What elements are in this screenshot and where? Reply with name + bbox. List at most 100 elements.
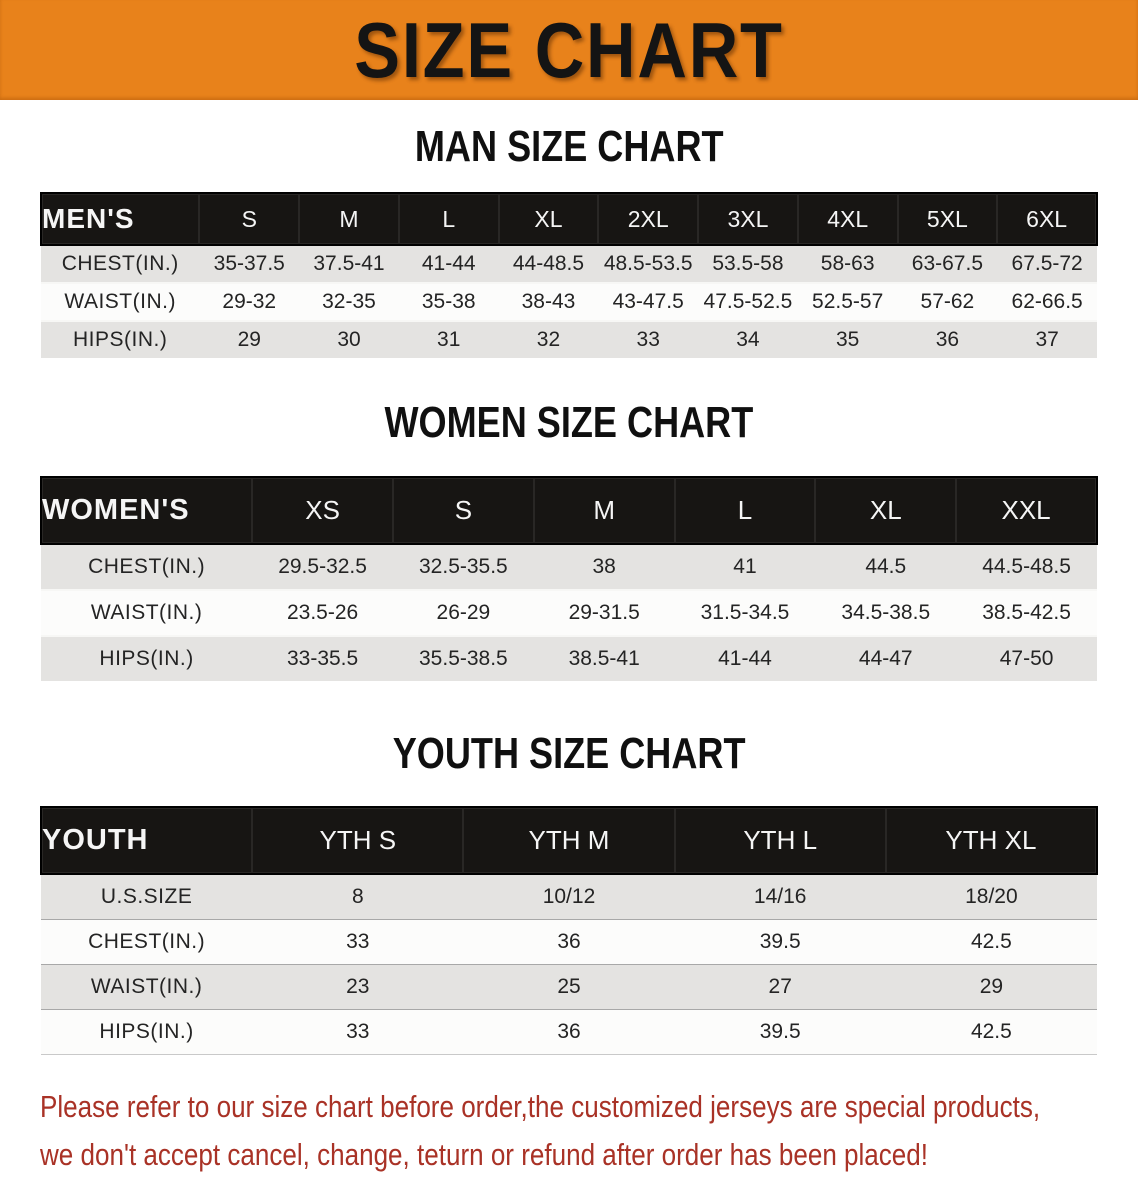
size-value-cell: 36 (935, 328, 960, 352)
size-value-cell: 53.5-58 (712, 252, 784, 276)
row-label: CHEST(IN.) (88, 555, 206, 579)
size-value-cell: 18/20 (965, 884, 1018, 908)
size-value-cell: 32-35 (322, 290, 376, 314)
size-value-cell: 36 (557, 1019, 581, 1043)
size-column-header: XXL (956, 476, 1098, 546)
size-value-cell: 57-62 (920, 290, 975, 314)
size-column-header: L (398, 192, 499, 247)
banner-title: SIZE CHART (354, 6, 784, 94)
size-value-cell: 38.5-42.5 (982, 601, 1071, 625)
size-value-cell: 26-29 (436, 601, 491, 625)
size-value-cell: 63-67.5 (911, 252, 984, 276)
size-column-header: 6XL (997, 192, 1098, 247)
size-value-cell: 37.5-41 (313, 252, 385, 276)
table-row: CHEST(IN.) 29.5-32.5 32.5-35.5 38 41 44.5 44.5… (41, 544, 1097, 591)
size-value-cell: 33 (346, 1019, 370, 1043)
size-value-cell: 39.5 (759, 929, 801, 953)
size-column-header: YTH XL (885, 805, 1099, 875)
section-title-text: YOUTH SIZE CHART (392, 729, 746, 779)
size-value-cell: 32.5-35.5 (419, 555, 508, 579)
size-value-cell: 31 (437, 328, 461, 352)
table-header-row: YOUTH YTH S YTH M YTH L YTH XL (39, 805, 1099, 875)
size-value-cell: 29.5-32.5 (278, 555, 367, 579)
size-value-cell: 44.5 (865, 555, 907, 579)
table-row: WAIST(IN.) 23.5-26 26-29 29-31.5 31.5-34.5 34… (41, 590, 1097, 637)
disclaimer-line1: Please refer to our size chart before or… (40, 1088, 1041, 1124)
table-row: HIPS(IN.) 29 30 31 32 33 34 35 36 37 (41, 321, 1097, 359)
size-value-cell: 37 (1035, 328, 1059, 352)
section-title: MAN SIZE CHART (40, 122, 1098, 171)
size-column-header: S (392, 476, 534, 546)
size-column-header: M (299, 192, 399, 247)
size-table: WOMEN'S XS S M L XL XXL CHEST(IN.) 29.5-32.5 32.5… (39, 476, 1098, 682)
section-title-text: MAN SIZE CHART (414, 122, 724, 171)
row-label: HIPS(IN.) (99, 1019, 194, 1043)
size-column-header: YTH M (463, 805, 675, 875)
row-label: CHEST(IN.) (61, 252, 179, 276)
size-value-cell: 41-44 (718, 647, 772, 671)
banner: SIZE CHART (0, 0, 1138, 100)
size-value-cell: 10/12 (542, 884, 596, 908)
size-value-cell: 31.5-34.5 (700, 601, 790, 625)
table-header-row: MEN'S S M L XL 2XL 3XL 4XL 5XL 6XL (39, 192, 1098, 247)
size-value-cell: 38.5-41 (568, 647, 640, 671)
size-value-cell: 33 (346, 929, 370, 953)
size-column-header: 4XL (797, 192, 898, 247)
size-value-cell: 34 (736, 328, 760, 352)
size-column-header: 5XL (897, 192, 998, 247)
size-value-cell: 36 (557, 929, 581, 953)
size-value-cell: 25 (557, 974, 581, 998)
size-column-header: 3XL (698, 192, 798, 247)
size-value-cell: 29 (979, 974, 1004, 998)
size-value-cell: 32 (536, 328, 561, 352)
table-row: CHEST(IN.) 33 36 39.5 42.5 (41, 919, 1097, 965)
size-value-cell: 30 (337, 328, 361, 352)
table-group-label: YOUTH (39, 805, 253, 875)
size-column-header: YTH S (252, 805, 464, 875)
size-value-cell: 42.5 (970, 1019, 1012, 1043)
table-group-label: MEN'S (39, 192, 200, 247)
size-column-header: XS (252, 476, 393, 546)
disclaimer: Please refer to our size chart before or… (0, 1055, 1138, 1179)
size-column-header: YTH L (674, 805, 886, 875)
row-label: WAIST(IN.) (90, 601, 203, 625)
size-chart-section: MAN SIZE CHART MEN'S S M L XL 2XL 3XL 4XL 5XL 6XL C… (39, 122, 1098, 359)
size-value-cell: 38-43 (521, 290, 576, 314)
size-value-cell: 33 (636, 328, 660, 352)
size-value-cell: 33-35.5 (286, 647, 359, 671)
size-value-cell: 41 (733, 555, 757, 579)
size-value-cell: 35.5-38.5 (419, 647, 508, 671)
size-value-cell: 29-32 (222, 290, 277, 314)
size-value-cell: 23.5-26 (286, 601, 359, 625)
size-chart-section: YOUTH SIZE CHART YOUTH YTH S YTH M YTH L YTH … (39, 731, 1099, 1055)
section-title: WOMEN SIZE CHART (40, 399, 1098, 446)
size-chart-section: WOMEN SIZE CHART WOMEN'S XS S M L XL XXL CHEST(I… (39, 399, 1098, 682)
size-value-cell: 47-50 (999, 647, 1054, 671)
table-row: WAIST(IN.) 29-32 32-35 35-38 38-43 43-47.5 47.… (41, 283, 1097, 322)
row-label: U.S.SIZE (100, 884, 193, 908)
size-value-cell: 35 (835, 328, 860, 352)
size-value-cell: 29-31.5 (568, 601, 640, 625)
size-value-cell: 67.5-72 (1011, 252, 1083, 276)
size-value-cell: 34.5-38.5 (841, 601, 931, 625)
size-value-cell: 44-47 (858, 647, 913, 671)
size-value-cell: 62-66.5 (1011, 290, 1083, 314)
size-column-header: 2XL (598, 192, 699, 247)
size-value-cell: 39.5 (759, 1019, 801, 1043)
size-value-cell: 23 (346, 974, 370, 998)
size-charts: MAN SIZE CHART MEN'S S M L XL 2XL 3XL 4XL 5XL 6XL C… (0, 122, 1138, 1055)
size-value-cell: 8 (351, 884, 364, 908)
row-label: WAIST(IN.) (90, 974, 203, 998)
size-column-header: XL (815, 476, 957, 546)
size-column-header: L (674, 476, 816, 546)
table-row: CHEST(IN.) 35-37.5 37.5-41 41-44 44-48.5 48.5… (41, 245, 1097, 284)
size-table: YOUTH YTH S YTH M YTH L YTH XL U.S.SIZE 8 10/12… (39, 805, 1099, 1055)
table-group-label: WOMEN'S (39, 476, 253, 546)
size-column-header: M (533, 476, 675, 546)
size-value-cell: 42.5 (970, 929, 1012, 953)
row-label: HIPS(IN.) (73, 328, 168, 352)
row-label: HIPS(IN.) (99, 647, 194, 671)
size-value-cell: 38 (592, 555, 616, 579)
size-value-cell: 58-63 (820, 252, 875, 276)
section-title: YOUTH SIZE CHART (40, 731, 1098, 777)
